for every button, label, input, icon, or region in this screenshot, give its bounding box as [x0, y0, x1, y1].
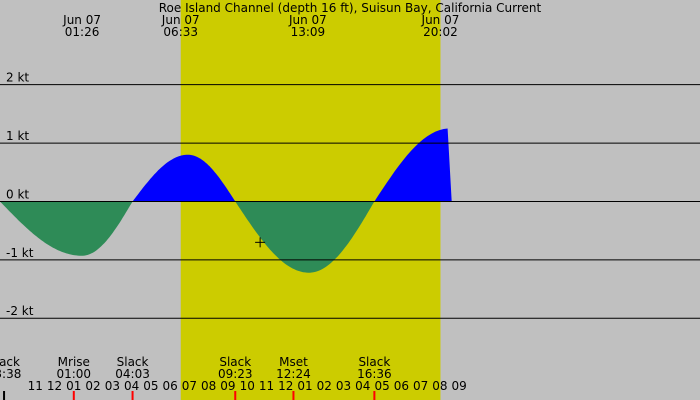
event-name-label: Slack: [219, 355, 251, 369]
hour-tick-label: 05: [374, 379, 389, 393]
event-time-label: 23:38: [0, 367, 21, 381]
hour-tick-label: 11: [259, 379, 274, 393]
y-tick-label: -2 kt: [6, 304, 34, 318]
ebb-area: [235, 201, 375, 273]
y-tick-label: 1 kt: [6, 129, 29, 143]
y-tick-label: -1 kt: [6, 246, 34, 260]
top-time-label: 06:33: [163, 25, 198, 39]
hour-tick-label: 03: [336, 379, 351, 393]
top-date-label: Jun 07: [421, 13, 460, 27]
event-time-label: 01:00: [56, 367, 91, 381]
hour-tick-label: 12: [278, 379, 293, 393]
hour-tick-label: 02: [85, 379, 100, 393]
hour-tick-label: 12: [47, 379, 62, 393]
hour-tick-label: 03: [105, 379, 120, 393]
top-time-label: 01:26: [65, 25, 100, 39]
event-name-label: Slack: [117, 355, 149, 369]
event-name-label: Mset: [279, 355, 308, 369]
flood-area: [132, 154, 236, 202]
top-date-label: Jun 07: [288, 13, 327, 27]
event-time-label: 09:23: [218, 367, 253, 381]
top-time-label: 13:09: [291, 25, 326, 39]
event-name-label: Slack: [0, 355, 20, 369]
event-name-label: Slack: [358, 355, 390, 369]
hour-tick-label: 01: [66, 379, 81, 393]
event-time-label: 04:03: [115, 367, 150, 381]
hour-tick-label: 07: [182, 379, 197, 393]
hour-tick-label: 01: [297, 379, 312, 393]
hour-tick-label: 08: [201, 379, 216, 393]
chart-title: Roe Island Channel (depth 16 ft), Suisun…: [159, 1, 542, 15]
gridlines: 2 kt 1 kt 0 kt -1 kt -2 kt: [0, 71, 700, 319]
hour-tick-label: 09: [220, 379, 235, 393]
current-curve-layer: [0, 128, 700, 273]
y-tick-label: 2 kt: [6, 71, 29, 85]
event-labels: Slack23:38Mrise01:00Slack04:03Slack09:23…: [0, 355, 392, 400]
hour-tick-label: 06: [394, 379, 409, 393]
hour-tick-label: 04: [355, 379, 370, 393]
hour-tick-label: 06: [162, 379, 177, 393]
y-tick-label: 0 kt: [6, 187, 29, 201]
hour-tick-label: 10: [240, 379, 255, 393]
hour-tick-label: 02: [317, 379, 332, 393]
hour-tick-label: 08: [432, 379, 447, 393]
cursor-marker: [255, 237, 266, 248]
event-time-label: 16:36: [357, 367, 392, 381]
hour-tick-label: 05: [143, 379, 158, 393]
hour-tick-label: 07: [413, 379, 428, 393]
hour-tick-label: 09: [452, 379, 467, 393]
hour-tick-label: 11: [28, 379, 43, 393]
event-time-label: 12:24: [276, 367, 311, 381]
top-time-label: 20:02: [423, 25, 458, 39]
flood-area: [374, 128, 700, 202]
ebb-area: [0, 201, 133, 256]
hour-axis: 11 12 01 02 03 04 05 06 07 08 09 10 11 12 01 02 03 04 05 06…: [28, 379, 467, 393]
top-date-label: Jun 07: [161, 13, 200, 27]
top-date-label: Jun 07: [62, 13, 101, 27]
event-name-label: Mrise: [58, 355, 90, 369]
hour-tick-label: 04: [124, 379, 139, 393]
